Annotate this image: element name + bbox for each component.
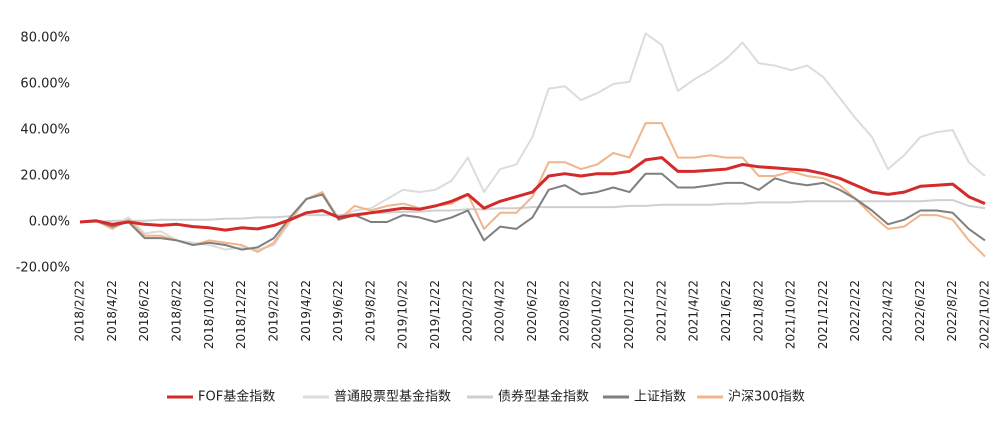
x-tick-label: 2022/6/22 — [913, 280, 927, 342]
x-tick-label: 2022/10/22 — [978, 280, 992, 349]
x-tick-label: 2019/2/22 — [266, 280, 280, 342]
x-tick-label: 2018/6/22 — [137, 280, 151, 342]
x-tick-label: 2020/2/22 — [460, 280, 474, 342]
x-tick-label: 2019/8/22 — [363, 280, 377, 342]
x-tick-label: 2020/12/22 — [622, 280, 636, 349]
x-tick-label: 2021/4/22 — [687, 280, 701, 342]
x-tick-label: 2021/2/22 — [654, 280, 668, 342]
y-tick-label: 20.00% — [20, 169, 70, 184]
x-tick-label: 2019/4/22 — [299, 280, 313, 342]
y-tick-label: 60.00% — [20, 77, 70, 92]
legend-label: 普通股票型基金指数 — [334, 389, 451, 405]
series-line — [79, 32, 986, 251]
x-tick-label: 2018/8/22 — [169, 280, 183, 342]
series-line — [80, 199, 986, 223]
legend-label: 上证指数 — [634, 390, 686, 405]
x-tick-label: 2021/8/22 — [751, 280, 765, 342]
series-line — [79, 156, 986, 232]
x-tick-label: 2020/10/22 — [590, 280, 604, 349]
x-tick-label: 2020/8/22 — [557, 280, 571, 342]
y-tick-label: 80.00% — [20, 31, 70, 46]
y-tick-label: 0.00% — [29, 215, 70, 230]
x-tick-label: 2022/2/22 — [848, 280, 862, 342]
x-tick-label: 2019/10/22 — [396, 280, 410, 349]
x-tick-label: 2020/4/22 — [493, 280, 507, 342]
y-tick-label: 40.00% — [20, 123, 70, 138]
x-tick-label: 2021/10/22 — [784, 280, 798, 349]
series-line — [79, 122, 986, 258]
x-tick-label: 2018/12/22 — [234, 280, 248, 349]
x-tick-label: 2021/6/22 — [719, 280, 733, 342]
x-tick-label: 2018/4/22 — [105, 280, 119, 342]
x-tick-label: 2022/4/22 — [881, 280, 895, 342]
x-tick-label: 2020/6/22 — [525, 280, 539, 342]
x-tick-label: 2018/10/22 — [202, 280, 216, 349]
x-tick-label: 2022/8/22 — [945, 280, 959, 342]
series-line — [79, 172, 986, 251]
legend-label: 沪深300指数 — [728, 389, 805, 405]
x-tick-label: 2019/12/22 — [428, 280, 442, 349]
x-tick-label: 2021/12/22 — [816, 280, 830, 349]
x-tick-label: 2019/6/22 — [331, 280, 345, 342]
y-tick-label: -20.00% — [16, 261, 70, 276]
legend-label: FOF基金指数 — [198, 389, 275, 405]
legend-label: 债券型基金指数 — [498, 389, 589, 405]
x-tick-label: 2018/2/22 — [73, 280, 87, 342]
